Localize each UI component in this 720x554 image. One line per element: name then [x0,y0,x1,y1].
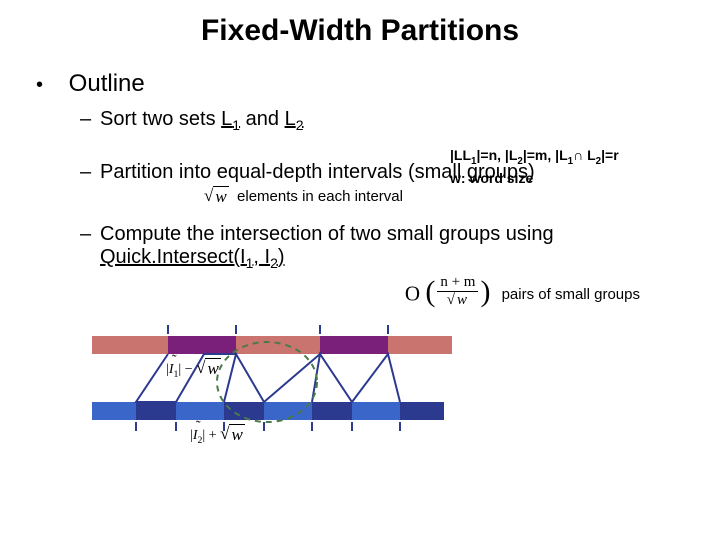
bar-segment [352,402,400,420]
text: | + [202,428,216,443]
text: |L [450,147,462,163]
partition-subnote: √w elements in each interval [204,186,690,207]
sqrt-w-icon: √w [220,424,245,445]
denominator: √w [447,292,469,308]
text: I [193,428,198,443]
bar-segment [400,402,444,420]
bar-segment [312,402,352,420]
content-area: Outline Sort two sets L1 and L2 Partitio… [36,70,690,308]
bar-segment [224,402,264,420]
radicand: w [455,291,469,308]
bullet-compute: Compute the intersection of two small gr… [80,223,690,308]
radicand: w [213,186,228,207]
i-tilde: I [193,428,198,444]
text: |=m, |L [523,147,568,163]
bar-segment [388,336,452,354]
text: , I [253,246,270,268]
subscript: 2 [270,255,278,271]
page-title: Fixed-Width Partitions [0,14,720,48]
outline-label: Outline [69,70,145,97]
text: | − [178,362,192,377]
set-l1: L1 [221,108,240,130]
quick-intersect-call: Quick.Intersect(I1, I2) [100,246,285,268]
text: ∩ L [573,147,596,163]
label-i2: |I2| + √w [190,424,245,446]
bar-segment [320,336,388,354]
subscript: 2 [296,117,304,133]
surd: √ [447,292,455,308]
bar-segment [92,402,136,420]
text: w: word size [450,170,533,186]
bar-segment [136,402,176,420]
outline-heading: Outline Sort two sets L1 and L2 Partitio… [36,70,690,308]
text: elements in each interval [237,188,403,205]
bar-segment [176,402,224,420]
bar-segment [236,336,320,354]
big-o: O [405,282,420,306]
sqrt-w-icon: √w [204,186,229,207]
surd: √ [196,358,205,378]
radicand: w [229,424,244,445]
side-definitions: |LL1|=n, |L2|=m, |L1∩ L2|=r w: word size [450,146,619,187]
interval-diagram: |I1| − √w |I2| + √w [92,324,452,454]
text: |=r [601,147,619,163]
text: and [240,108,284,130]
text: Quick.Intersect(I [100,246,246,268]
bar-segment [92,336,168,354]
text: pairs of small groups [502,286,640,303]
complexity-row: O ( n + m √w ) pairs of small groups [100,275,640,308]
radicand: w [205,358,220,379]
bar-segment [168,336,236,354]
label-i1: |I1| − √w [166,358,221,380]
big-o-formula: O ( n + m √w ) [405,275,491,308]
text: Compute the intersection of two small gr… [100,223,554,245]
set-l2: L2 [285,108,304,130]
surd: √ [204,186,213,206]
fraction: n + m √w [437,275,478,308]
numerator: n + m [437,275,478,292]
sqrt-w-icon: √w [196,358,221,379]
text: L [221,108,232,130]
subscript: 1 [232,117,240,133]
text: I [169,362,174,377]
surd: √ [220,424,229,444]
i-tilde: I [169,362,174,378]
text: L [285,108,296,130]
bullet-sort: Sort two sets L1 and L2 [80,108,690,133]
bottom-bar [92,402,444,420]
text: |=n, |L [476,147,517,163]
top-bar [92,336,452,354]
text: Sort two sets [100,108,221,130]
bar-segment [264,402,312,420]
text: ) [278,246,285,268]
